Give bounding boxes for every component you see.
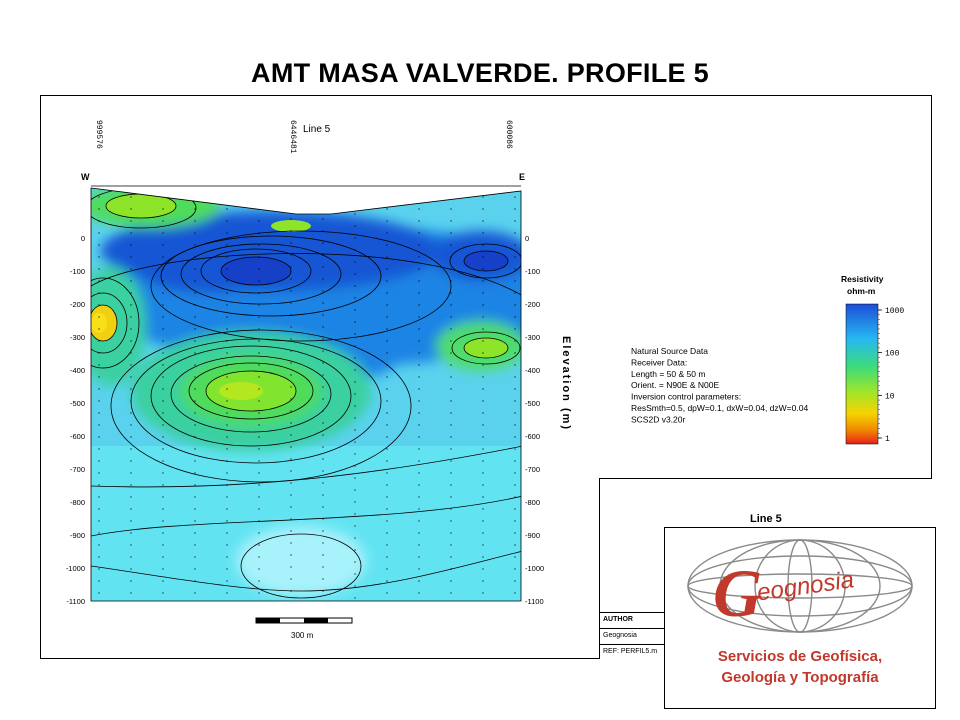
title-block-ref: REF: PERFIL5.m bbox=[600, 644, 680, 660]
note-line: Natural Source Data bbox=[631, 346, 708, 356]
colorbar-tick-label: 100 bbox=[885, 350, 900, 359]
section-line-label: Line 5 bbox=[303, 124, 331, 135]
station-label-center: 6446481 bbox=[288, 120, 297, 154]
elevation-tick-left: -900 bbox=[70, 531, 85, 540]
note-line: Receiver Data: bbox=[631, 357, 687, 367]
elevation-tick-right: -700 bbox=[525, 465, 540, 474]
colorbar-gradient bbox=[845, 303, 879, 445]
elevation-tick-right: -400 bbox=[525, 366, 540, 375]
elevation-tick-left: -700 bbox=[70, 465, 85, 474]
colorbar-tick-label: 1000 bbox=[885, 307, 904, 316]
station-label-west: 999576 bbox=[94, 120, 103, 149]
note-line: SCS2D v3.20r bbox=[631, 414, 685, 424]
elevation-tick-left: -500 bbox=[70, 399, 85, 408]
elevation-tick-right: -1000 bbox=[525, 564, 544, 573]
elevation-tick-left: -200 bbox=[70, 300, 85, 309]
scale-bar-label: 300 m bbox=[291, 631, 314, 640]
elevation-tick-left: -400 bbox=[70, 366, 85, 375]
elevation-axis-left: 0 -100 -200 -300 -400 -500 -600 -700 -800 -900 -10… bbox=[66, 234, 85, 606]
elevation-tick-right: -600 bbox=[525, 432, 540, 441]
elevation-tick-right: 0 bbox=[525, 234, 529, 243]
elevation-tick-right: -300 bbox=[525, 333, 540, 342]
logo-tagline-line2: Geología y Topografía bbox=[721, 669, 879, 686]
title-block-author: Geognosia bbox=[600, 628, 680, 644]
elevation-tick-left: -1000 bbox=[66, 564, 85, 573]
logo-brand: eognosia bbox=[755, 566, 855, 606]
station-label-east: 600086 bbox=[504, 120, 513, 149]
page-title: AMT MASA VALVERDE. PROFILE 5 bbox=[251, 58, 709, 88]
east-label: E bbox=[519, 172, 525, 182]
elevation-tick-left: -300 bbox=[70, 333, 85, 342]
elevation-tick-right: -900 bbox=[525, 531, 540, 540]
geognosia-logo: G eognosia Servicios de Geofísica, Geolo… bbox=[664, 527, 936, 709]
elevation-tick-right: -1100 bbox=[525, 597, 544, 606]
elevation-tick-right: -100 bbox=[525, 267, 540, 276]
elevation-tick-right: -800 bbox=[525, 498, 540, 507]
elevation-axis-right: 0 -100 -200 -300 -400 -500 -600 -700 -800 -900 -10… bbox=[525, 234, 544, 606]
elevation-tick-left: -1100 bbox=[66, 597, 85, 606]
elevation-tick-left: -100 bbox=[70, 267, 85, 276]
elevation-axis-title: Elevation (m) bbox=[560, 336, 572, 431]
colorbar-unit: ohm-m bbox=[847, 286, 876, 296]
elevation-tick-left: -800 bbox=[70, 498, 85, 507]
scale-bar: 300 m bbox=[255, 617, 353, 640]
elevation-tick-left: 0 bbox=[81, 234, 85, 243]
west-label: W bbox=[81, 172, 90, 182]
note-line: Orient. = N90E & N00E bbox=[631, 380, 719, 390]
globe-logo-icon: G eognosia bbox=[687, 539, 913, 633]
resistivity-section: 0 -100 -200 -300 -400 -500 -600 -700 -800 -900 -10… bbox=[66, 120, 905, 640]
title-block-author-label: AUTHOR bbox=[600, 612, 680, 628]
note-line: ResSmth=0.5, dpW=0.1, dxW=0.04, dzW=0.04 bbox=[631, 403, 808, 413]
note-line: Inversion control parameters: bbox=[631, 392, 741, 402]
section-fill bbox=[91, 188, 521, 601]
colorbar-tick-label: 1 bbox=[885, 435, 890, 444]
elevation-tick-right: -500 bbox=[525, 399, 540, 408]
colorbar-tick-label: 10 bbox=[885, 392, 895, 401]
colorbar-title: Resistivity bbox=[841, 274, 884, 284]
logo-tagline-line1: Servicios de Geofísica, bbox=[717, 648, 883, 665]
elevation-tick-left: -600 bbox=[70, 432, 85, 441]
elevation-tick-right: -200 bbox=[525, 300, 540, 309]
logo-tagline: Servicios de Geofísica, Geología y Topog… bbox=[665, 646, 935, 688]
colorbar: Resistivity ohm-m 1000 100 10 1 bbox=[841, 274, 904, 445]
note-line: Length = 50 & 50 m bbox=[631, 369, 705, 379]
title-block-line: Line 5 bbox=[750, 513, 782, 525]
logo-initial: G bbox=[713, 555, 762, 631]
